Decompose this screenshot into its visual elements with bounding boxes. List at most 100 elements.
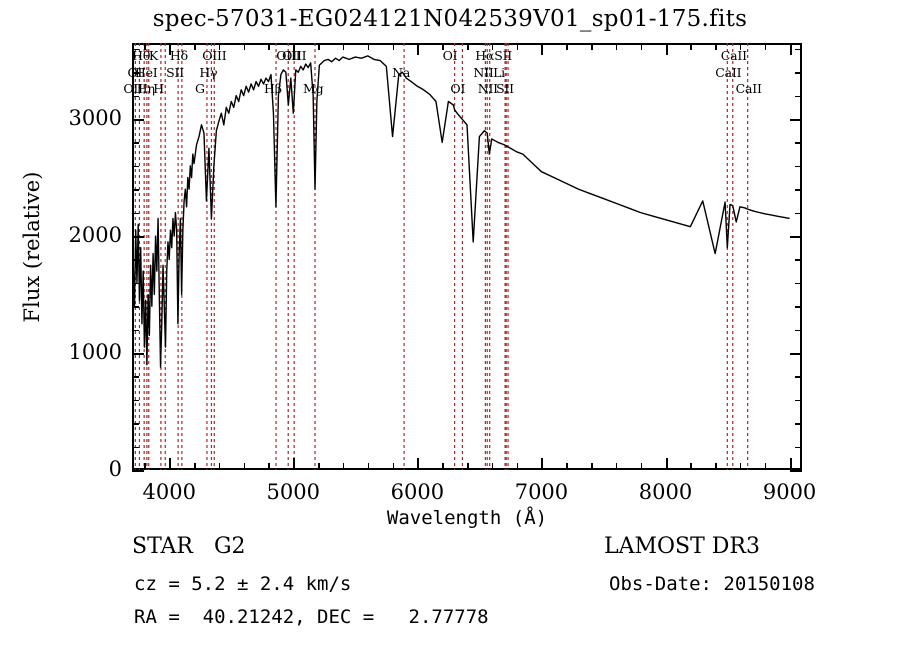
x-minor-tick <box>516 463 519 470</box>
x-minor-tick <box>392 463 395 470</box>
spectrum-canvas <box>132 43 790 470</box>
y-tick-label-0: 0 <box>108 457 122 481</box>
line-label-H: Hβ <box>264 81 282 96</box>
x-minor-tick-top <box>516 43 519 50</box>
y-tick-label-1000: 1000 <box>68 340 122 364</box>
x-minor-tick-top <box>491 43 494 50</box>
y-minor-tick-right <box>795 259 802 261</box>
x-tick-label-5000: 5000 <box>266 480 320 504</box>
x-tick-label-6000: 6000 <box>390 480 445 504</box>
x-tick-label-9000: 9000 <box>762 480 817 504</box>
y-minor-tick-right <box>795 282 802 285</box>
line-label-Li: Li <box>493 65 505 80</box>
x-minor-tick <box>690 463 692 470</box>
line-label-OIII: OIII <box>276 48 301 63</box>
y-minor-tick <box>132 212 139 215</box>
x-minor-tick <box>218 463 221 470</box>
line-label-NII: NII <box>473 65 494 80</box>
line-label-HeI: HeI <box>134 65 158 80</box>
spectrum-trace <box>132 55 790 368</box>
x-minor-tick <box>764 463 767 470</box>
line-label-H: Hη <box>136 81 155 96</box>
y-minor-tick-right <box>795 376 802 378</box>
plot-frame <box>132 43 802 470</box>
plot-title: spec-57031-EG024121N042539V01_sp01-175.f… <box>152 6 748 32</box>
x-minor-tick <box>342 463 345 470</box>
line-label-K: K <box>148 48 159 63</box>
line-label-NII: NII <box>477 81 498 96</box>
y-minor-tick-right <box>795 165 802 168</box>
y-major-tick <box>132 470 144 472</box>
x-minor-tick-top <box>566 43 568 50</box>
x-major-tick <box>789 458 792 470</box>
line-label-Mg: Mg <box>303 81 324 96</box>
line-label-CaII: CaII <box>715 65 742 80</box>
x-major-tick <box>665 458 668 470</box>
y-minor-tick-right <box>795 189 802 191</box>
y-minor-tick-right <box>795 48 802 51</box>
line-label-OI: OI <box>127 65 143 80</box>
y-minor-tick <box>132 72 139 74</box>
x-major-tick <box>293 458 296 470</box>
x-minor-tick <box>243 463 246 470</box>
x-tick-label-8000: 8000 <box>638 480 693 504</box>
x-tick-label-7000: 7000 <box>514 480 569 504</box>
x-major-tick <box>417 458 420 470</box>
x-minor-tick-top <box>144 43 146 50</box>
x-tick-label-4000: 4000 <box>142 480 196 504</box>
y-major-tick-right <box>790 353 802 355</box>
y-minor-tick-right <box>795 329 802 332</box>
x-minor-tick <box>640 463 643 470</box>
y-minor-tick-right <box>795 212 802 215</box>
y-minor-tick <box>132 399 139 402</box>
coordinates: RA = 40.21242, DEC = 2.77778 <box>134 606 489 628</box>
y-minor-tick <box>132 376 139 378</box>
y-tick-label-3000: 3000 <box>68 106 122 131</box>
x-minor-tick-top <box>392 43 395 50</box>
x-minor-tick <box>467 463 469 470</box>
redshift-velocity: cz = 5.2 ± 2.4 km/s <box>134 573 352 595</box>
line-label-Na: Na <box>392 65 411 80</box>
line-label-OI: OI <box>450 81 466 96</box>
x-minor-tick-top <box>442 43 444 50</box>
line-label-CaII: CaII <box>720 48 747 63</box>
x-minor-tick-top <box>467 43 469 50</box>
x-minor-tick <box>566 463 568 470</box>
line-label-OIII: OIII <box>202 48 227 63</box>
x-minor-tick-top <box>764 43 767 50</box>
line-label-CaII: CaII <box>735 81 762 96</box>
line-label-H: Hγ <box>199 65 218 80</box>
x-minor-tick-top <box>367 43 370 50</box>
x-minor-tick <box>739 463 742 470</box>
x-minor-tick <box>615 463 618 470</box>
y-minor-tick <box>132 189 139 191</box>
x-minor-tick-top <box>218 43 221 50</box>
x-minor-tick <box>715 463 717 470</box>
y-minor-tick <box>132 165 139 168</box>
line-label-G: G <box>194 81 205 96</box>
y-minor-tick <box>132 446 139 449</box>
x-minor-tick-top <box>739 43 742 50</box>
x-minor-tick-top <box>690 43 692 50</box>
y-minor-tick-right <box>795 306 802 308</box>
x-minor-tick <box>442 463 444 470</box>
y-tick-label-2000: 2000 <box>68 223 122 248</box>
y-minor-tick <box>132 423 139 425</box>
y-minor-tick <box>132 306 139 308</box>
survey-name: LAMOST DR3 <box>604 534 760 559</box>
object-class: STAR G2 <box>132 534 246 559</box>
y-minor-tick-right <box>795 423 802 425</box>
x-axis-title: Wavelength (Å) <box>386 507 548 529</box>
y-major-tick <box>132 119 144 122</box>
line-label-OII: OII <box>123 81 143 96</box>
y-major-tick-right <box>790 470 802 472</box>
line-label-H: Hα <box>475 48 495 63</box>
y-minor-tick <box>132 329 139 332</box>
x-minor-tick-top <box>615 43 618 50</box>
x-major-tick-top <box>417 43 420 55</box>
y-minor-tick-right <box>795 72 802 74</box>
y-major-tick <box>132 236 144 239</box>
y-major-tick-right <box>790 236 802 239</box>
x-major-tick-top <box>293 43 296 55</box>
